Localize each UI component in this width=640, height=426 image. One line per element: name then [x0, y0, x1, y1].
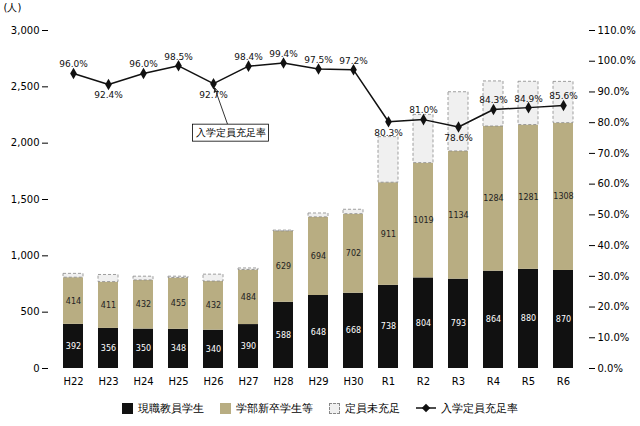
svg-text:H26: H26 [203, 376, 223, 387]
svg-text:694: 694 [311, 252, 326, 261]
svg-text:R2: R2 [417, 376, 430, 387]
svg-text:H28: H28 [273, 376, 293, 387]
svg-text:50.0%: 50.0% [598, 209, 630, 220]
html-text:入学定員充足率: 入学定員充足率 [441, 401, 518, 415]
svg-text:20.0%: 20.0% [598, 301, 630, 312]
svg-text:81.0%: 81.0% [409, 105, 438, 115]
svg-text:98.5%: 98.5% [164, 52, 193, 62]
svg-text:92.4%: 92.4% [94, 90, 123, 100]
svg-text:R3: R3 [452, 376, 465, 387]
svg-text:90.0%: 90.0% [598, 86, 630, 97]
svg-text:864: 864 [486, 315, 501, 324]
svg-text:97.5%: 97.5% [304, 55, 333, 65]
html-text:学部新卒学生等: 学部新卒学生等 [236, 401, 313, 415]
svg-text:1308: 1308 [553, 192, 573, 201]
svg-text:414: 414 [66, 297, 81, 306]
svg-text:(人): (人) [4, 2, 22, 13]
svg-text:80.0%: 80.0% [598, 117, 630, 128]
svg-text:2,000: 2,000 [11, 137, 40, 148]
svg-text:78.6%: 78.6% [444, 133, 473, 143]
svg-text:R4: R4 [487, 376, 500, 387]
svg-text:R1: R1 [382, 376, 395, 387]
svg-text:10.0%: 10.0% [598, 332, 630, 343]
svg-text:629: 629 [276, 262, 291, 271]
svg-text:340: 340 [206, 345, 221, 354]
svg-text:350: 350 [136, 344, 151, 353]
svg-text:110.0%: 110.0% [598, 25, 636, 36]
svg-text:392: 392 [66, 342, 81, 351]
svg-text:411: 411 [101, 301, 116, 310]
svg-text:348: 348 [171, 344, 186, 353]
svg-text:880: 880 [521, 314, 536, 323]
svg-text:R6: R6 [557, 376, 570, 387]
svg-text:H22: H22 [63, 376, 83, 387]
svg-text:84.3%: 84.3% [479, 95, 508, 105]
svg-text:30.0%: 30.0% [598, 271, 630, 282]
svg-text:80.3%: 80.3% [374, 128, 403, 138]
svg-text:96.0%: 96.0% [59, 59, 88, 69]
svg-text:500: 500 [20, 306, 39, 317]
svg-text:98.4%: 98.4% [234, 52, 263, 62]
svg-text:H30: H30 [343, 376, 363, 387]
svg-text:97.2%: 97.2% [339, 56, 368, 66]
svg-text:484: 484 [241, 293, 256, 302]
svg-text:R5: R5 [522, 376, 535, 387]
svg-text:3,000: 3,000 [11, 25, 40, 36]
svg-text:0: 0 [33, 363, 39, 374]
svg-text:H25: H25 [168, 376, 188, 387]
svg-text:入学定員充足率: 入学定員充足率 [196, 127, 266, 138]
svg-text:738: 738 [381, 322, 396, 331]
svg-text:85.6%: 85.6% [549, 91, 578, 101]
svg-text:0.0%: 0.0% [598, 363, 623, 374]
svg-text:96.0%: 96.0% [129, 59, 158, 69]
svg-text:432: 432 [136, 300, 151, 309]
svg-text:H24: H24 [133, 376, 153, 387]
svg-text:92.7%: 92.7% [199, 90, 228, 100]
svg-text:390: 390 [241, 342, 256, 351]
svg-text:60.0%: 60.0% [598, 178, 630, 189]
svg-text:870: 870 [556, 315, 571, 324]
svg-text:H23: H23 [98, 376, 118, 387]
svg-text:100.0%: 100.0% [598, 55, 636, 66]
svg-text:84.9%: 84.9% [514, 94, 543, 104]
svg-text:1019: 1019 [413, 216, 433, 225]
svg-text:432: 432 [206, 301, 221, 310]
svg-text:1284: 1284 [483, 194, 503, 203]
svg-text:H27: H27 [238, 376, 258, 387]
svg-text:588: 588 [276, 331, 291, 340]
svg-text:2,500: 2,500 [11, 81, 40, 92]
svg-text:648: 648 [311, 328, 326, 337]
svg-text:793: 793 [451, 319, 466, 328]
svg-text:H29: H29 [308, 376, 328, 387]
svg-text:70.0%: 70.0% [598, 148, 630, 159]
svg-text:356: 356 [101, 344, 116, 353]
svg-text:455: 455 [171, 299, 186, 308]
svg-text:40.0%: 40.0% [598, 240, 630, 251]
svg-text:99.4%: 99.4% [269, 49, 298, 59]
svg-text:804: 804 [416, 319, 431, 328]
html-text:定員未充足: 定員未充足 [345, 401, 400, 415]
svg-text:1,000: 1,000 [11, 250, 40, 261]
svg-text:1281: 1281 [518, 193, 538, 202]
svg-text:668: 668 [346, 326, 361, 335]
html-text:現職教員学生: 現職教員学生 [138, 401, 204, 415]
svg-text:911: 911 [381, 230, 396, 239]
svg-text:1,500: 1,500 [11, 194, 40, 205]
svg-text:1134: 1134 [448, 211, 468, 220]
svg-text:702: 702 [346, 249, 361, 258]
